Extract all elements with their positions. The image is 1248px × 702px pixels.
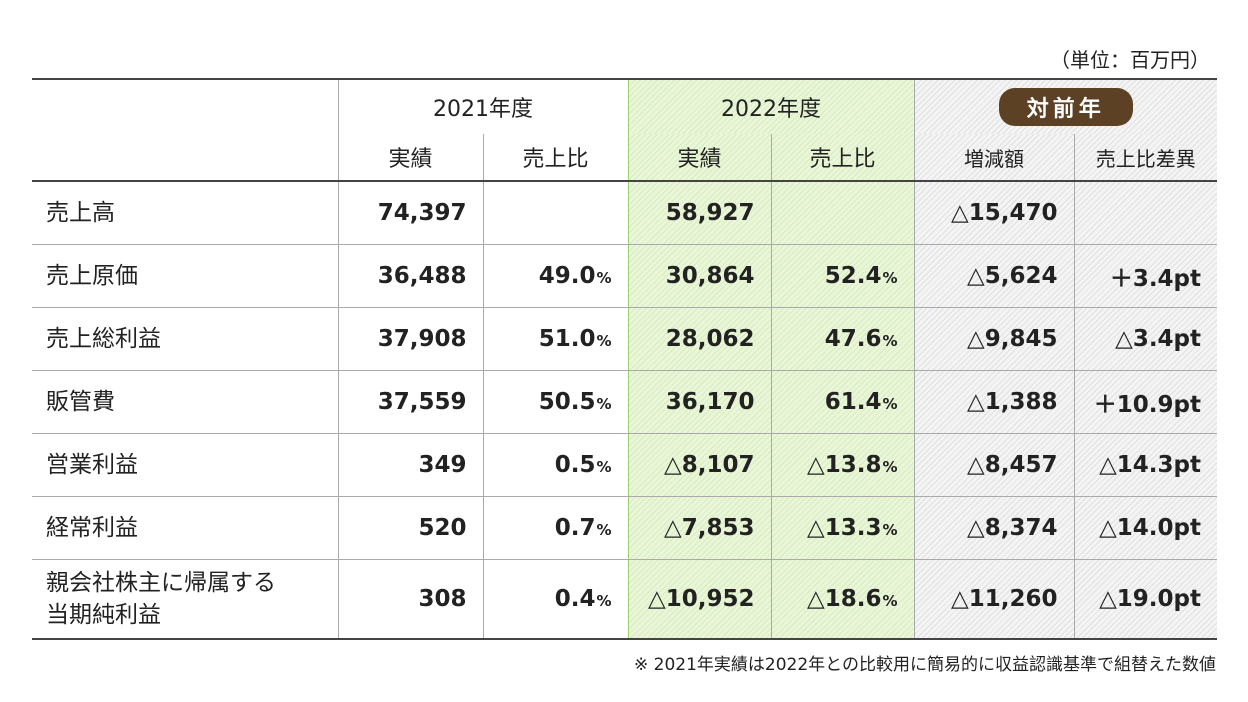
cell-2022-actual: △7,853 <box>627 496 771 560</box>
cell-2022-actual: 28,062 <box>627 307 771 371</box>
table-row: 売上高 74,397 58,927 △15,470 <box>32 181 1218 245</box>
cell-2022-ratio: 52.4% <box>770 244 914 308</box>
table-row: 売上総利益 37,908 51.0% 28,062 47.6% △9,845 △… <box>32 307 1218 371</box>
cell-2022-ratio: 61.4% <box>770 370 914 434</box>
cell-2022-ratio: △13.8% <box>770 433 914 497</box>
percent-sign: % <box>596 269 612 287</box>
cell-ratio-diff: △14.3pt <box>1073 433 1218 497</box>
percent-sign: % <box>882 395 898 413</box>
ratio-value: 47.6 <box>824 326 882 352</box>
row-label: 経常利益 <box>32 496 338 560</box>
col-2022-ratio: 売上比 <box>770 134 914 182</box>
table-row: 経常利益 520 0.7% △7,853 △13.3% △8,374 △14.0… <box>32 496 1218 560</box>
yoy-badge: 対前年 <box>998 88 1133 126</box>
cell-2021-actual: 349 <box>337 433 483 497</box>
cell-2022-ratio: △18.6% <box>770 559 914 639</box>
percent-sign: % <box>596 332 612 350</box>
cell-2021-actual: 520 <box>337 496 483 560</box>
cell-2021-actual: 37,559 <box>337 370 483 434</box>
financial-table: 2021年度 2022年度 対前年 実績 売上比 実績 売上比 増減額 売上比差… <box>32 78 1218 640</box>
cell-2021-actual: 36,488 <box>337 244 483 308</box>
cell-2021-ratio: 0.4% <box>482 559 628 639</box>
cell-2022-ratio <box>770 181 914 245</box>
cell-2021-ratio <box>482 181 628 245</box>
ratio-value: 49.0 <box>538 263 596 289</box>
cell-2022-ratio: △13.3% <box>770 496 914 560</box>
ratio-value: 0.5 <box>554 452 596 478</box>
table-row: 親会社株主に帰属する 当期純利益 308 0.4% △10,952 △18.6% … <box>32 559 1218 640</box>
unit-label: （単位：百万円） <box>1050 48 1210 72</box>
cell-2021-ratio: 51.0% <box>482 307 628 371</box>
percent-sign: % <box>882 521 898 539</box>
header-yoy: 対前年 <box>913 79 1218 134</box>
percent-sign: % <box>596 458 612 476</box>
cell-2022-ratio: 47.6% <box>770 307 914 371</box>
row-label-line1: 親会社株主に帰属する <box>46 570 276 596</box>
ratio-value: △13.8 <box>807 452 882 478</box>
percent-sign: % <box>596 521 612 539</box>
percent-sign: % <box>882 332 898 350</box>
percent-sign: % <box>882 458 898 476</box>
footnote: ※ 2021年実績は2022年との比較用に簡易的に収益認識基準で組替えた数値 <box>633 655 1216 675</box>
cell-diff: △1,388 <box>913 370 1074 434</box>
row-label: 売上高 <box>32 181 338 245</box>
corner-cell <box>32 79 338 134</box>
percent-sign: % <box>596 395 612 413</box>
cell-diff: △15,470 <box>913 181 1074 245</box>
col-2022-actual: 実績 <box>627 134 771 182</box>
cell-2021-actual: 308 <box>337 559 483 639</box>
ratio-value: 51.0 <box>538 326 596 352</box>
ratio-value: 0.4 <box>554 586 596 612</box>
percent-sign: % <box>882 592 898 610</box>
cell-ratio-diff: ＋3.4pt <box>1073 244 1218 308</box>
header-2021: 2021年度 <box>337 79 628 134</box>
cell-2021-ratio: 0.7% <box>482 496 628 560</box>
cell-2022-actual: △8,107 <box>627 433 771 497</box>
cell-ratio-diff: △3.4pt <box>1073 307 1218 371</box>
row-label: 販管費 <box>32 370 338 434</box>
col-ratio-diff: 売上比差異 <box>1073 134 1218 182</box>
header-2022: 2022年度 <box>627 79 914 134</box>
cell-diff: △8,374 <box>913 496 1074 560</box>
cell-ratio-diff <box>1073 181 1218 245</box>
row-label: 親会社株主に帰属する 当期純利益 <box>32 560 338 640</box>
percent-sign: % <box>596 592 612 610</box>
ratio-value: △13.3 <box>807 515 882 541</box>
cell-diff: △11,260 <box>913 559 1074 639</box>
table-row: 販管費 37,559 50.5% 36,170 61.4% △1,388 ＋10… <box>32 370 1218 434</box>
cell-2022-actual: 30,864 <box>627 244 771 308</box>
cell-2021-ratio: 49.0% <box>482 244 628 308</box>
corner-cell-2 <box>32 134 338 182</box>
cell-ratio-diff: △19.0pt <box>1073 559 1218 639</box>
ratio-value: 61.4 <box>824 389 882 415</box>
cell-2022-actual: 36,170 <box>627 370 771 434</box>
table-row: 売上原価 36,488 49.0% 30,864 52.4% △5,624 ＋3… <box>32 244 1218 308</box>
col-2021-ratio: 売上比 <box>482 134 628 182</box>
cell-2022-actual: 58,927 <box>627 181 771 245</box>
cell-2021-ratio: 50.5% <box>482 370 628 434</box>
row-label-line2: 当期純利益 <box>46 602 161 628</box>
ratio-value: 50.5 <box>538 389 596 415</box>
cell-2021-actual: 37,908 <box>337 307 483 371</box>
cell-diff: △8,457 <box>913 433 1074 497</box>
percent-sign: % <box>882 269 898 287</box>
row-label: 売上原価 <box>32 244 338 308</box>
ratio-value: △18.6 <box>807 586 882 612</box>
ratio-value: 52.4 <box>824 263 882 289</box>
table-row: 営業利益 349 0.5% △8,107 △13.8% △8,457 △14.3… <box>32 433 1218 497</box>
cell-ratio-diff: △14.0pt <box>1073 496 1218 560</box>
cell-2022-actual: △10,952 <box>627 559 771 639</box>
col-diff: 増減額 <box>913 134 1074 182</box>
col-2021-actual: 実績 <box>337 134 483 182</box>
cell-2021-ratio: 0.5% <box>482 433 628 497</box>
row-label: 売上総利益 <box>32 307 338 371</box>
cell-2021-actual: 74,397 <box>337 181 483 245</box>
cell-diff: △9,845 <box>913 307 1074 371</box>
cell-diff: △5,624 <box>913 244 1074 308</box>
row-label: 営業利益 <box>32 433 338 497</box>
ratio-value: 0.7 <box>554 515 596 541</box>
cell-ratio-diff: ＋10.9pt <box>1073 370 1218 434</box>
